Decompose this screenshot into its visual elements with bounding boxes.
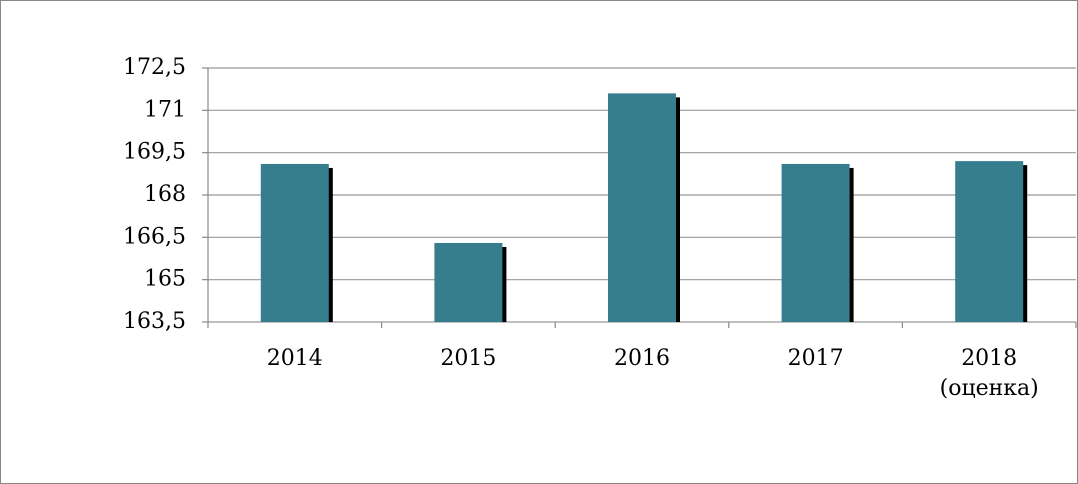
bar [260, 163, 329, 322]
x-tick-label: 2017 [787, 346, 844, 371]
y-tick-label: 165 [144, 267, 186, 292]
bar [434, 242, 503, 322]
y-tick-label: 168 [144, 182, 186, 207]
x-tick-label: 2014 [266, 346, 323, 371]
x-tick-label: 2016 [614, 346, 670, 371]
y-tick-label: 163,5 [123, 309, 186, 334]
y-tick-label: 172,5 [123, 55, 186, 80]
bar [781, 163, 850, 322]
y-tick-label: 171 [144, 97, 186, 122]
y-tick-label: 166,5 [123, 224, 186, 249]
x-tick-label: 2018 (оценка) [939, 346, 1039, 401]
bar [608, 93, 676, 323]
y-tick-label: 169,5 [123, 140, 186, 165]
bar [955, 161, 1024, 322]
x-tick-label: 2015 [440, 346, 497, 371]
